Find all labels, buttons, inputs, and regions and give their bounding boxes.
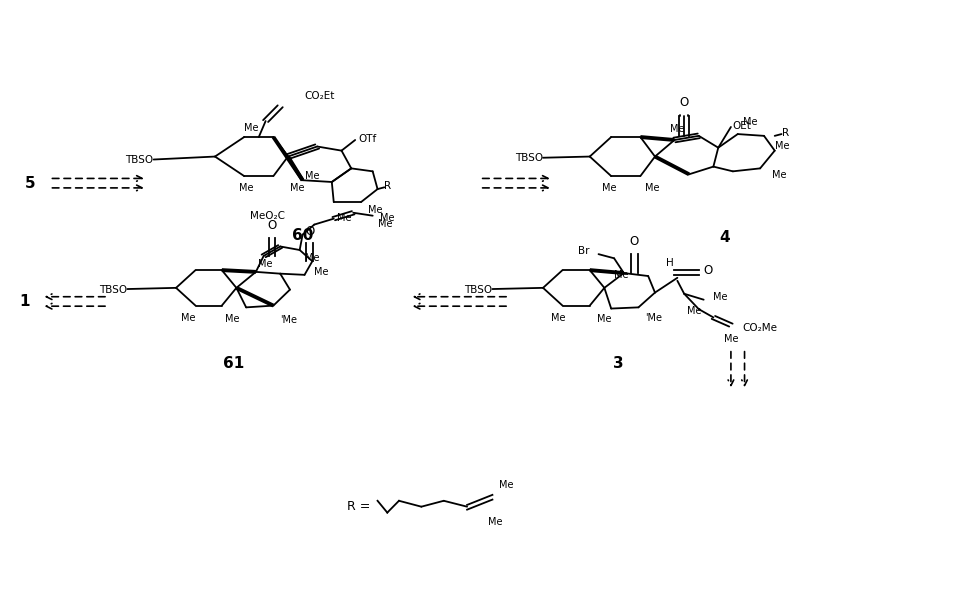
Text: Me: Me [289,183,304,193]
Text: 61: 61 [223,356,244,371]
Text: 60: 60 [291,227,313,242]
Text: Me: Me [499,480,513,490]
Text: 'Me: 'Me [645,313,661,324]
Text: Me: Me [378,219,391,229]
Text: CO₂Et: CO₂Et [304,91,334,101]
Text: Me: Me [669,124,684,134]
Text: Br: Br [578,246,589,256]
Text: Me: Me [257,259,272,269]
Text: O: O [679,96,689,109]
Text: Me: Me [613,270,628,280]
Text: TBSO: TBSO [99,285,127,295]
Text: Me: Me [774,141,788,151]
Text: Me: Me [240,183,253,193]
Text: Me: Me [645,183,659,193]
Text: Me: Me [304,253,319,263]
Text: O: O [268,219,277,232]
Text: CO₂Me: CO₂Me [742,323,777,333]
Text: 'Me: 'Me [280,315,297,325]
Text: Me: Me [225,315,239,324]
Text: Me: Me [336,213,351,223]
Text: 3: 3 [612,356,623,371]
Text: Me: Me [742,117,756,127]
Text: R: R [780,128,788,138]
Text: Me: Me [596,315,610,324]
Text: Me: Me [713,293,728,302]
Text: TBSO: TBSO [125,155,154,165]
Text: 1: 1 [19,294,29,309]
Text: Me: Me [687,306,701,316]
Text: Me: Me [723,334,737,344]
Text: 4: 4 [719,230,730,245]
Text: Me: Me [600,183,615,193]
Text: 5: 5 [24,176,35,190]
Text: Me: Me [244,123,258,133]
Text: OTf: OTf [358,134,376,144]
Text: R: R [384,181,391,191]
Text: Me: Me [368,205,382,215]
Text: Me: Me [771,170,785,180]
Text: Me: Me [487,518,502,527]
Text: Me: Me [181,313,196,324]
Text: R =: R = [347,500,371,513]
Text: H: H [665,258,673,267]
Text: O: O [703,264,712,276]
Text: Me: Me [304,171,319,181]
Text: Me: Me [551,313,565,324]
Text: OEt: OEt [733,121,751,131]
Text: O: O [628,235,638,248]
Text: Me: Me [314,267,329,277]
Text: TBSO: TBSO [514,153,543,164]
Text: Me: Me [380,213,394,223]
Text: O: O [305,224,315,238]
Text: MeO₂C: MeO₂C [249,211,285,221]
Text: TBSO: TBSO [464,285,492,295]
